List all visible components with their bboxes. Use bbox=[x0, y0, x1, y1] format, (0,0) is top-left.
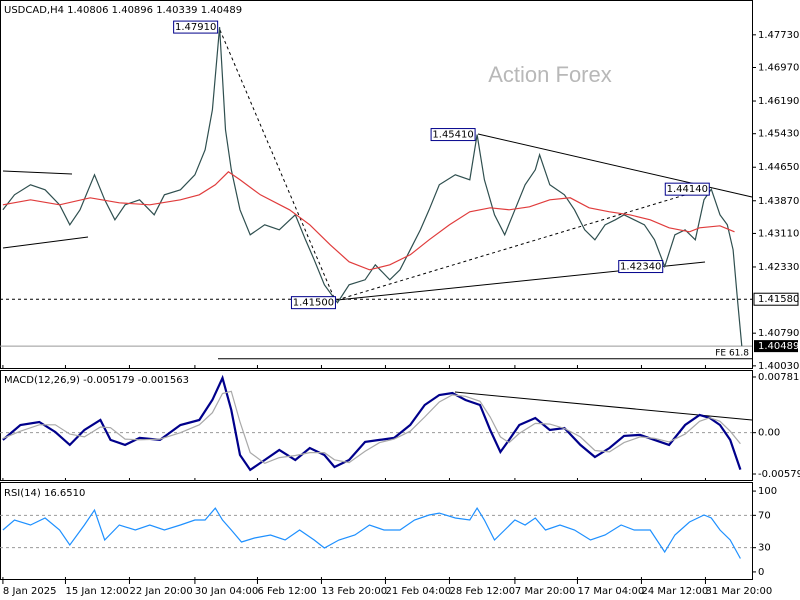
annotation-label: 1.45410 bbox=[432, 130, 473, 141]
y-tick-label: -0.005797 bbox=[758, 469, 800, 480]
macd-panel bbox=[0, 370, 753, 481]
y-tick-label: 1.47730 bbox=[758, 30, 799, 41]
x-tick-label: 22 Jan 20:00 bbox=[129, 586, 192, 597]
annotation-box bbox=[618, 260, 664, 274]
annotation-label: 1.47910 bbox=[175, 22, 216, 33]
panel-title: MACD(12,26,9) -0.005179 -0.001563 bbox=[4, 375, 189, 386]
marked-level-box bbox=[753, 292, 799, 306]
x-tick-label: 28 Feb 12:00 bbox=[449, 586, 515, 597]
series-line bbox=[2, 390, 741, 464]
current-price-box bbox=[754, 340, 798, 353]
series-line bbox=[2, 374, 742, 472]
x-tick-label: 6 Feb 12:00 bbox=[257, 586, 316, 597]
y-tick-label: 100 bbox=[758, 486, 777, 497]
y-tick-label: 1.43870 bbox=[758, 196, 799, 207]
y-tick-label: 0.007811 bbox=[758, 372, 800, 383]
watermark: Action Forex bbox=[488, 62, 612, 87]
x-tick-label: 24 Mar 12:00 bbox=[641, 586, 708, 597]
y-tick-label: 0.00 bbox=[758, 428, 780, 439]
y-tick-label: 1.46970 bbox=[758, 62, 799, 73]
trend-line bbox=[2, 236, 89, 249]
x-tick-label: 31 Mar 20:00 bbox=[705, 586, 772, 597]
y-tick-label: 1.40790 bbox=[758, 328, 799, 339]
x-tick-label: 7 Mar 20:00 bbox=[515, 586, 575, 597]
series-line bbox=[2, 171, 735, 271]
fe-level-label: FE 61.8 bbox=[715, 348, 749, 358]
annotation-label: 1.42340 bbox=[620, 262, 661, 273]
series-line bbox=[2, 506, 741, 559]
x-tick-label: 13 Feb 20:00 bbox=[321, 586, 387, 597]
y-tick-label: 1.44650 bbox=[758, 162, 799, 173]
current-price-label: 1.40489 bbox=[758, 341, 799, 352]
series-line bbox=[2, 27, 743, 347]
panel-title: RSI(14) 16.6510 bbox=[4, 488, 85, 499]
annotation-box bbox=[173, 20, 219, 34]
y-tick-label: 70 bbox=[758, 510, 771, 521]
y-tick-label: 1.40030 bbox=[758, 361, 799, 372]
annotation-box bbox=[430, 128, 476, 142]
panel-title: USDCAD,H4 1.40806 1.40896 1.40339 1.4048… bbox=[4, 5, 242, 16]
y-tick-label: 0 bbox=[758, 567, 764, 578]
x-tick-label: 30 Jan 04:00 bbox=[195, 586, 258, 597]
trend-line bbox=[2, 170, 73, 175]
annotation-label: 1.44140 bbox=[667, 184, 708, 195]
y-tick-label: 1.45430 bbox=[758, 129, 799, 140]
annotation-box bbox=[664, 182, 710, 196]
trend-line bbox=[219, 29, 336, 301]
main-panel bbox=[0, 0, 753, 369]
x-tick-label: 15 Jan 12:00 bbox=[65, 586, 128, 597]
x-tick-label: 8 Jan 2025 bbox=[3, 586, 57, 597]
x-tick-label: 21 Feb 04:00 bbox=[385, 586, 451, 597]
y-tick-label: 1.43110 bbox=[758, 228, 799, 239]
marked-level-label: 1.41580 bbox=[758, 294, 799, 305]
trend-line bbox=[336, 187, 709, 301]
annotation-box bbox=[290, 296, 336, 310]
annotation-label: 1.41500 bbox=[293, 298, 334, 309]
y-tick-label: 1.46190 bbox=[758, 96, 799, 107]
y-tick-label: 1.42330 bbox=[758, 262, 799, 273]
rsi-panel bbox=[0, 482, 753, 580]
x-tick-label: 17 Mar 04:00 bbox=[577, 586, 644, 597]
y-tick-label: 30 bbox=[758, 543, 771, 554]
